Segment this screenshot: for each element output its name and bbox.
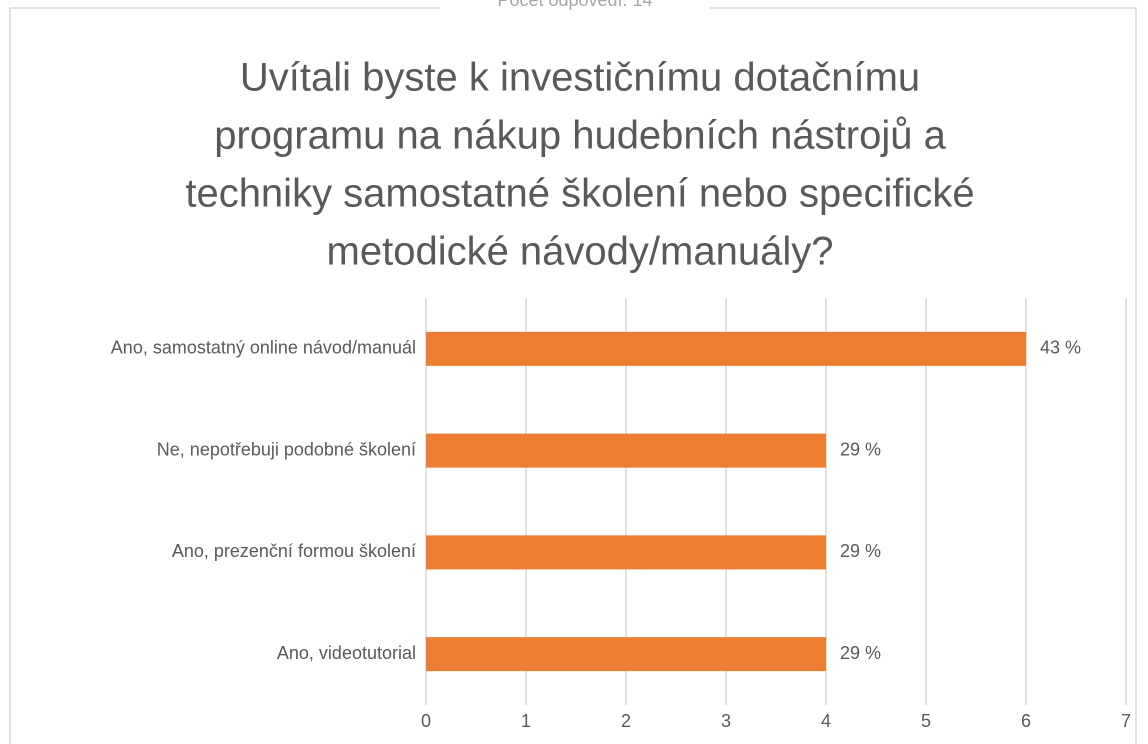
x-tick-label: 5	[921, 711, 931, 731]
x-tick-label: 4	[821, 711, 831, 731]
bar	[426, 433, 826, 468]
y-tick-label: Ano, prezenční formou školení	[172, 541, 416, 561]
subtitle-backdrop	[440, 0, 710, 12]
x-tick-label: 0	[421, 711, 431, 731]
chart-title: programu na nákup hudebních nástrojů a	[214, 114, 946, 158]
x-tick-label: 7	[1121, 711, 1131, 731]
subtitle: Počet odpovědí: 14	[497, 0, 652, 10]
x-tick-label: 3	[721, 711, 731, 731]
y-tick-label: Ano, videotutorial	[277, 643, 416, 663]
value-label: 43 %	[1040, 338, 1081, 358]
chart-title: techniky samostatné školení nebo specifi…	[185, 172, 974, 216]
y-tick-label: Ano, samostatný online návod/manuál	[111, 338, 416, 358]
bar	[426, 637, 826, 672]
value-label: 29 %	[840, 643, 881, 663]
chart-title: Uvítali byste k investičnímu dotačnímu	[240, 56, 920, 100]
y-tick-label: Ne, nepotřebuji podobné školení	[157, 439, 416, 459]
x-tick-label: 1	[521, 711, 531, 731]
x-tick-label: 2	[621, 711, 631, 731]
x-tick-label: 6	[1021, 711, 1031, 731]
bar	[426, 331, 1026, 366]
value-label: 29 %	[840, 439, 881, 459]
chart-title: metodické návody/manuály?	[327, 230, 834, 274]
value-label: 29 %	[840, 541, 881, 561]
bar	[426, 535, 826, 570]
